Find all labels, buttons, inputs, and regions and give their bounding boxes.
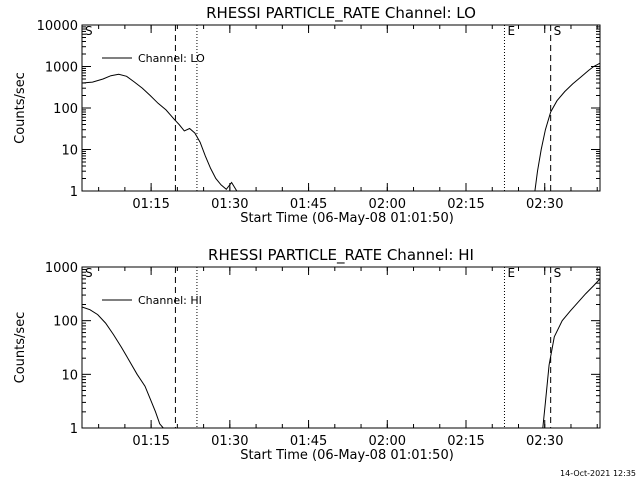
- panel-lo-xtick-label: 02:15: [447, 197, 484, 212]
- panel-hi-title: RHESSI PARTICLE_RATE Channel: HI: [208, 246, 474, 265]
- panel-lo-series-line: [534, 62, 601, 192]
- panel-lo-xtick-label: 02:30: [526, 197, 563, 212]
- panel-lo-marker-label: S: [85, 24, 93, 38]
- panel-lo-ytick-label: 1000: [45, 61, 78, 76]
- panel-hi-xtick-label: 01:30: [211, 434, 248, 449]
- panel-hi-xtick-label: 02:15: [447, 434, 484, 449]
- panel-hi-marker-label: S: [85, 266, 93, 280]
- panel-hi-ytick-label: 100: [53, 315, 78, 330]
- panel-lo-legend-label: Channel: LO: [138, 52, 205, 65]
- panel-hi-frame: [81, 266, 601, 429]
- panel-hi-series-line: [542, 278, 601, 429]
- panel-hi-legend-label: Channel: HI: [138, 294, 202, 307]
- generation-timestamp: 14-Oct-2021 12:35: [560, 469, 636, 478]
- panel-lo-ylabel: Counts/sec: [13, 72, 28, 144]
- panel-lo-frame: [81, 24, 601, 192]
- panel-lo-xtick-label: 01:30: [211, 197, 248, 212]
- panel-hi-xtick-label: 01:15: [132, 434, 169, 449]
- panel-hi-marker-label: S: [554, 266, 562, 280]
- panel-lo-series-line: [81, 73, 238, 192]
- panel-hi-xlabel: Start Time (06-May-08 01:01:50): [240, 448, 454, 463]
- panel-lo-xlabel: Start Time (06-May-08 01:01:50): [240, 211, 454, 226]
- panel-lo-xtick-label: 01:15: [132, 197, 169, 212]
- panel-lo-marker-label: S: [554, 24, 562, 38]
- panel-lo-xtick-label: 01:45: [290, 197, 327, 212]
- panel-lo-marker-label: E: [507, 24, 515, 38]
- panel-lo-ytick-label: 1: [70, 185, 78, 200]
- panel-lo-ytick-label: 10000: [37, 19, 78, 34]
- panel-hi-ylabel: Counts/sec: [13, 312, 28, 384]
- panel-hi-ytick-label: 1: [70, 422, 78, 437]
- panel-lo-xtick-label: 02:00: [369, 197, 406, 212]
- panel-lo-title: RHESSI PARTICLE_RATE Channel: LO: [206, 4, 476, 23]
- panel-hi-xtick-label: 01:45: [290, 434, 327, 449]
- panel-hi-ytick-label: 1000: [45, 261, 78, 276]
- panel-hi-marker-label: E: [507, 266, 515, 280]
- panel-hi-xtick-label: 02:00: [369, 434, 406, 449]
- panel-hi-xtick-label: 02:30: [526, 434, 563, 449]
- panel-lo-ytick-label: 10: [61, 144, 78, 159]
- panel-hi-series-line: [81, 306, 164, 429]
- panel-lo-ytick-label: 100: [53, 102, 78, 117]
- panel-hi-ytick-label: 10: [61, 368, 78, 383]
